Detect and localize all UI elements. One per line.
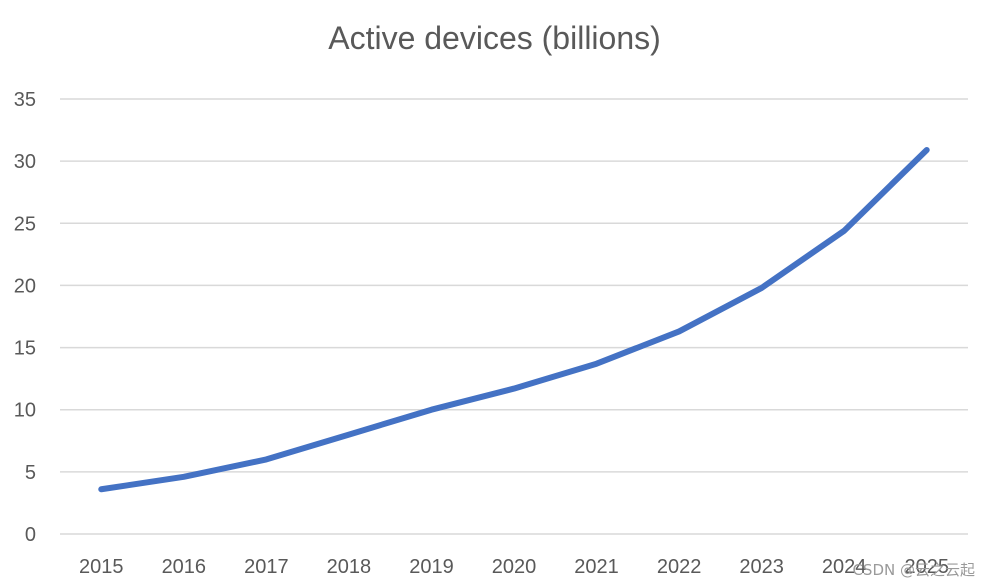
x-tick-label: 2024 [822, 556, 867, 578]
x-tick-label: 2025 [904, 556, 949, 578]
y-tick-label: 15 [14, 338, 36, 360]
x-tick-label: 2022 [657, 556, 702, 578]
series-line-0 [98, 146, 930, 493]
x-tick-label: 2021 [574, 556, 619, 578]
y-tick-label: 35 [14, 89, 36, 111]
x-axis-ticks: 2015 2016 2017 2018 2019 2020 2021 2022 2023 2024… [79, 556, 949, 578]
x-tick-label: 2015 [79, 556, 124, 578]
y-tick-label: 5 [25, 462, 36, 484]
chart-title: Active devices (billions) [328, 20, 661, 56]
y-tick-label: 20 [14, 275, 36, 297]
x-tick-label: 2020 [492, 556, 537, 578]
watermark: CSDN @云之云起 [852, 561, 975, 579]
x-tick-label: 2016 [162, 556, 207, 578]
y-tick-label: 25 [14, 213, 36, 235]
y-axis-ticks: 0 5 10 15 20 25 30 35 [14, 89, 36, 546]
x-tick-label: 2018 [327, 556, 372, 578]
x-tick-label: 2019 [409, 556, 454, 578]
x-tick-label: 2023 [739, 556, 784, 578]
y-tick-label: 30 [14, 151, 36, 173]
y-tick-label: 10 [14, 400, 36, 422]
gridlines [60, 98, 968, 535]
x-tick-label: 2017 [244, 556, 289, 578]
series-layer [98, 146, 930, 493]
y-tick-label: 0 [25, 524, 36, 546]
